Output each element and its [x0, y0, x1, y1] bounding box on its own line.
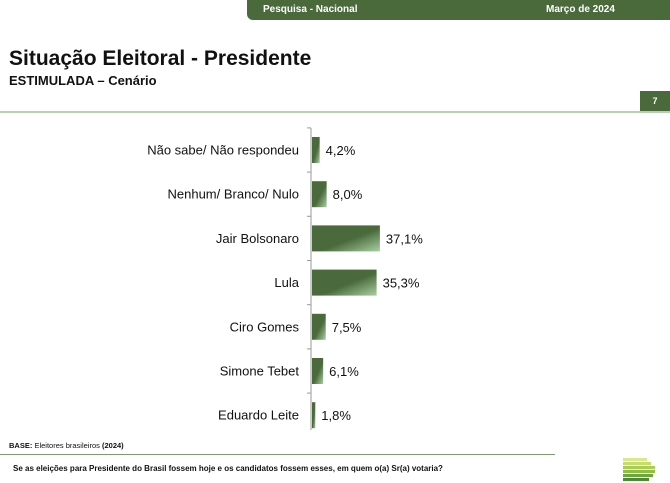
- data-label: 35,3%: [383, 276, 420, 291]
- data-label: 4,2%: [326, 143, 356, 158]
- data-label: 7,5%: [332, 320, 362, 335]
- category-label: Não sabe/ Não respondeu: [147, 143, 299, 158]
- question-text: Se as eleições para Presidente do Brasil…: [13, 464, 443, 473]
- data-label: 8,0%: [333, 187, 363, 202]
- divider: [0, 111, 670, 113]
- bar: [312, 313, 326, 340]
- divider: [0, 454, 555, 455]
- data-label: 1,8%: [321, 408, 351, 423]
- data-label: 37,1%: [386, 231, 423, 246]
- base-note: BASE: Eleitores brasileiros (2024): [9, 441, 124, 450]
- bar: [312, 225, 380, 252]
- bar-chart: Não sabe/ Não respondeu 4,2% Nenhum/ Branc…: [147, 127, 423, 430]
- bar: [312, 137, 320, 163]
- category-label: Eduardo Leite: [218, 408, 299, 423]
- bar: [312, 269, 377, 296]
- header-bar: Pesquisa - Nacional Março de 2024: [247, 0, 670, 20]
- category-label: Nenhum/ Branco/ Nulo: [167, 187, 299, 202]
- category-label: Simone Tebet: [220, 364, 300, 379]
- category-label: Jair Bolsonaro: [216, 231, 299, 246]
- bar: [312, 358, 324, 384]
- category-label: Ciro Gomes: [230, 319, 300, 334]
- base-text: Eleitores brasileiros: [34, 441, 100, 450]
- date-label: Março de 2024: [546, 4, 615, 15]
- survey-label: Pesquisa - Nacional: [263, 4, 358, 15]
- base-year: (2024): [101, 441, 124, 450]
- category-label: Lula: [274, 275, 299, 290]
- base-label: BASE:: [9, 441, 33, 450]
- logo: [623, 458, 655, 482]
- page-subtitle: ESTIMULADA – Cenário: [9, 73, 157, 88]
- page-title: Situação Eleitoral - Presidente: [9, 47, 312, 70]
- bar: [312, 402, 316, 429]
- page-number: 7: [640, 91, 670, 111]
- data-label: 6,1%: [329, 364, 359, 379]
- bar: [312, 181, 327, 208]
